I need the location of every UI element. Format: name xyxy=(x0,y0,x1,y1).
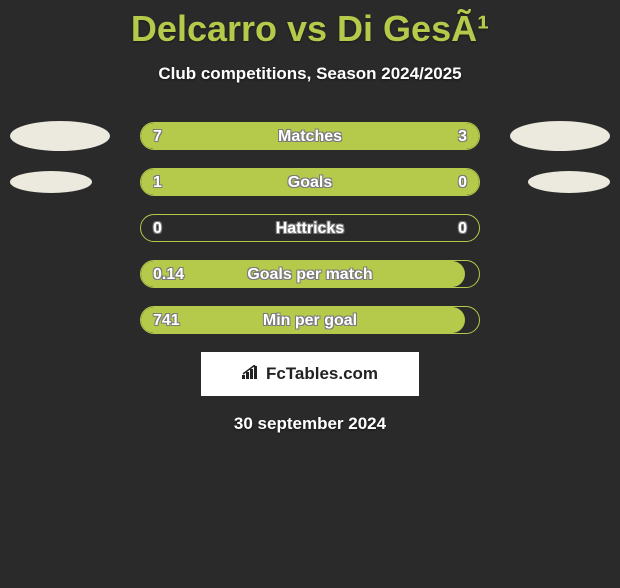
comparison-chart: Matches73Goals10Hattricks00Goals per mat… xyxy=(0,122,620,334)
stat-bar-track: Matches7 3 xyxy=(140,122,480,150)
stat-bar-track: Goals per match0.14 xyxy=(140,260,480,288)
stat-bar-track: Hattricks0 0 xyxy=(140,214,480,242)
stat-label: Matches xyxy=(141,123,479,150)
stat-bar-track: Goals1 0 xyxy=(140,168,480,196)
stat-value-right: 3 xyxy=(458,123,467,150)
stat-row: Goals1 0 xyxy=(0,168,620,196)
player-left-marker xyxy=(10,121,110,151)
stat-value-right: 0 xyxy=(458,169,467,196)
date-label: 30 september 2024 xyxy=(0,414,620,434)
stat-bar-track: Min per goal741 xyxy=(140,306,480,334)
stat-value-left: 0 xyxy=(153,215,162,242)
stat-value-left: 1 xyxy=(153,169,162,196)
page-subtitle: Club competitions, Season 2024/2025 xyxy=(0,64,620,84)
stat-label: Hattricks xyxy=(141,215,479,242)
player-right-marker xyxy=(528,171,610,193)
logo-chart-icon xyxy=(242,365,266,383)
stat-row: Matches7 3 xyxy=(0,122,620,150)
stat-value-right: 0 xyxy=(458,215,467,242)
stat-label: Min per goal xyxy=(141,307,479,334)
stat-value-left: 0.14 xyxy=(153,261,184,288)
stat-value-left: 741 xyxy=(153,307,180,334)
logo-text: FcTables.com xyxy=(266,364,378,384)
stat-label: Goals per match xyxy=(141,261,479,288)
stat-value-left: 7 xyxy=(153,123,162,150)
player-right-marker xyxy=(510,121,610,151)
player-left-marker xyxy=(10,171,92,193)
stat-row: Hattricks0 0 xyxy=(0,214,620,242)
page-title: Delcarro vs Di GesÃ¹ xyxy=(0,8,620,50)
stat-label: Goals xyxy=(141,169,479,196)
stat-row: Min per goal741 xyxy=(0,306,620,334)
stat-row: Goals per match0.14 xyxy=(0,260,620,288)
logo-box: FcTables.com xyxy=(201,352,419,396)
